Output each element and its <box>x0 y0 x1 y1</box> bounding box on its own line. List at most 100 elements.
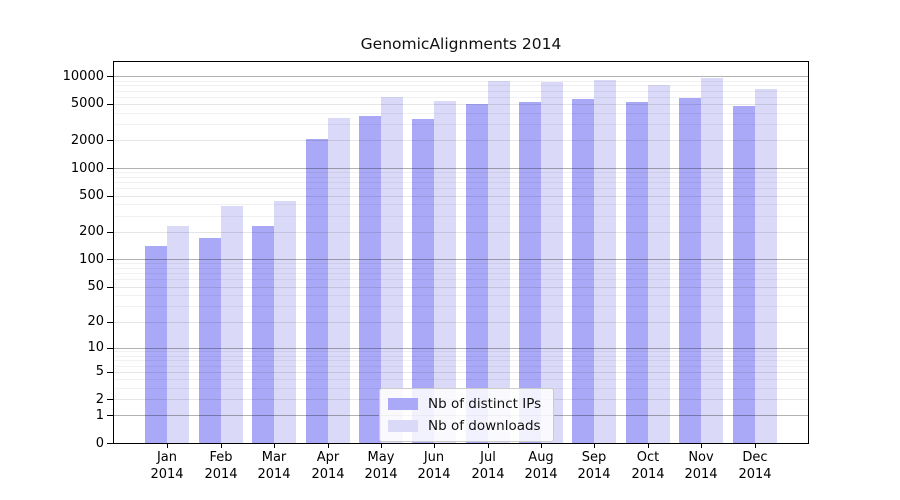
x-tick-mark-mar <box>274 444 275 448</box>
y-tick-label-1: 1 <box>95 408 104 423</box>
x-tick-label-jul: Jul 2014 <box>471 450 505 482</box>
y-tick-mark-10 <box>107 348 113 349</box>
bar-downloads-nov <box>701 78 723 443</box>
x-tick-mark-sep <box>594 444 595 448</box>
bar-downloads-apr <box>328 118 350 443</box>
x-tick-mark-jan <box>167 444 168 448</box>
gridline-40 <box>114 295 808 296</box>
y-tick-label-1000: 1000 <box>70 161 104 176</box>
bar-downloads-oct <box>648 85 670 443</box>
bar-distinct-ips-jun <box>412 119 434 443</box>
y-tick-mark-5000 <box>107 104 113 105</box>
bar-downloads-aug <box>541 82 563 443</box>
gridline-20 <box>114 322 808 323</box>
x-tick-label-jan: Jan 2014 <box>150 450 184 482</box>
bar-distinct-ips-jul <box>466 104 488 443</box>
bar-distinct-ips-may <box>359 116 381 443</box>
bar-downloads-jan <box>167 226 189 443</box>
legend-label-downloads: Nb of downloads <box>428 418 541 434</box>
gridline-800 <box>114 177 808 178</box>
gridline-8000 <box>114 85 808 86</box>
bar-downloads-feb <box>221 206 243 443</box>
y-tick-mark-2 <box>107 399 113 400</box>
gridline-600 <box>114 188 808 189</box>
y-tick-label-500: 500 <box>79 188 104 203</box>
bar-downloads-mar <box>274 201 296 443</box>
bar-downloads-dec <box>755 89 777 443</box>
chart-title: GenomicAlignments 2014 <box>360 35 562 53</box>
gridline-4000 <box>114 113 808 114</box>
y-tick-label-5: 5 <box>95 364 104 379</box>
gridline-100 <box>114 259 808 260</box>
y-tick-mark-10000 <box>107 76 113 77</box>
gridline-60 <box>114 279 808 280</box>
y-tick-mark-2000 <box>107 140 113 141</box>
bar-distinct-ips-dec <box>733 106 755 443</box>
legend-swatch-distinct-ips <box>388 398 418 410</box>
x-tick-mark-dec <box>755 444 756 448</box>
gridline-3000 <box>114 124 808 125</box>
x-tick-label-dec: Dec 2014 <box>738 450 772 482</box>
gridline-900 <box>114 172 808 173</box>
gridline-90 <box>114 263 808 264</box>
legend-item-downloads: Nb of downloads <box>388 418 541 434</box>
gridline-200 <box>114 232 808 233</box>
gridline-9000 <box>114 81 808 82</box>
y-tick-mark-5 <box>107 372 113 373</box>
bar-distinct-ips-oct <box>626 102 648 443</box>
x-tick-label-oct: Oct 2014 <box>631 450 665 482</box>
legend: Nb of distinct IPs Nb of downloads <box>379 388 555 442</box>
bar-distinct-ips-nov <box>679 98 701 443</box>
y-tick-mark-1000 <box>107 168 113 169</box>
plot-area: Nb of distinct IPs Nb of downloads <box>113 61 809 444</box>
y-tick-mark-100 <box>107 259 113 260</box>
y-tick-label-10000: 10000 <box>62 69 104 84</box>
x-tick-label-mar: Mar 2014 <box>257 450 291 482</box>
x-tick-mark-aug <box>541 444 542 448</box>
y-tick-label-50: 50 <box>87 279 104 294</box>
bar-distinct-ips-aug <box>519 102 541 443</box>
y-tick-label-5000: 5000 <box>70 96 104 111</box>
bar-downloads-sep <box>594 80 616 443</box>
y-tick-label-200: 200 <box>79 224 104 239</box>
legend-swatch-downloads <box>388 420 418 432</box>
gridline-8 <box>114 356 808 357</box>
y-tick-label-2: 2 <box>95 392 104 407</box>
y-tick-mark-1 <box>107 415 113 416</box>
y-tick-label-100: 100 <box>79 252 104 267</box>
gridline-30 <box>114 306 808 307</box>
y-tick-label-20: 20 <box>87 314 104 329</box>
gridline-700 <box>114 182 808 183</box>
bar-downloads-jun <box>434 101 456 443</box>
bar-distinct-ips-mar <box>252 226 274 443</box>
gridline-70 <box>114 273 808 274</box>
x-tick-label-sep: Sep 2014 <box>577 450 611 482</box>
gridline-10000 <box>114 76 808 77</box>
y-tick-mark-500 <box>107 196 113 197</box>
x-tick-label-jun: Jun 2014 <box>417 450 451 482</box>
gridline-2000 <box>114 140 808 141</box>
bar-distinct-ips-jan <box>145 246 167 443</box>
x-tick-label-feb: Feb 2014 <box>204 450 238 482</box>
gridline-6000 <box>114 97 808 98</box>
bar-downloads-jul <box>488 81 510 443</box>
gridline-9 <box>114 351 808 352</box>
gridline-50 <box>114 287 808 288</box>
x-tick-mark-nov <box>701 444 702 448</box>
y-tick-label-10: 10 <box>87 340 104 355</box>
gridline-4 <box>114 379 808 380</box>
bar-downloads-may <box>381 97 403 443</box>
gridline-5 <box>114 372 808 373</box>
bar-distinct-ips-sep <box>572 99 594 443</box>
gridline-300 <box>114 216 808 217</box>
gridline-6 <box>114 366 808 367</box>
y-tick-mark-20 <box>107 322 113 323</box>
bar-distinct-ips-feb <box>199 238 221 443</box>
legend-item-distinct-ips: Nb of distinct IPs <box>388 396 541 412</box>
gridline-7 <box>114 360 808 361</box>
x-tick-label-aug: Aug 2014 <box>524 450 558 482</box>
y-tick-label-2000: 2000 <box>70 133 104 148</box>
gridline-10 <box>114 348 808 349</box>
y-tick-mark-50 <box>107 287 113 288</box>
